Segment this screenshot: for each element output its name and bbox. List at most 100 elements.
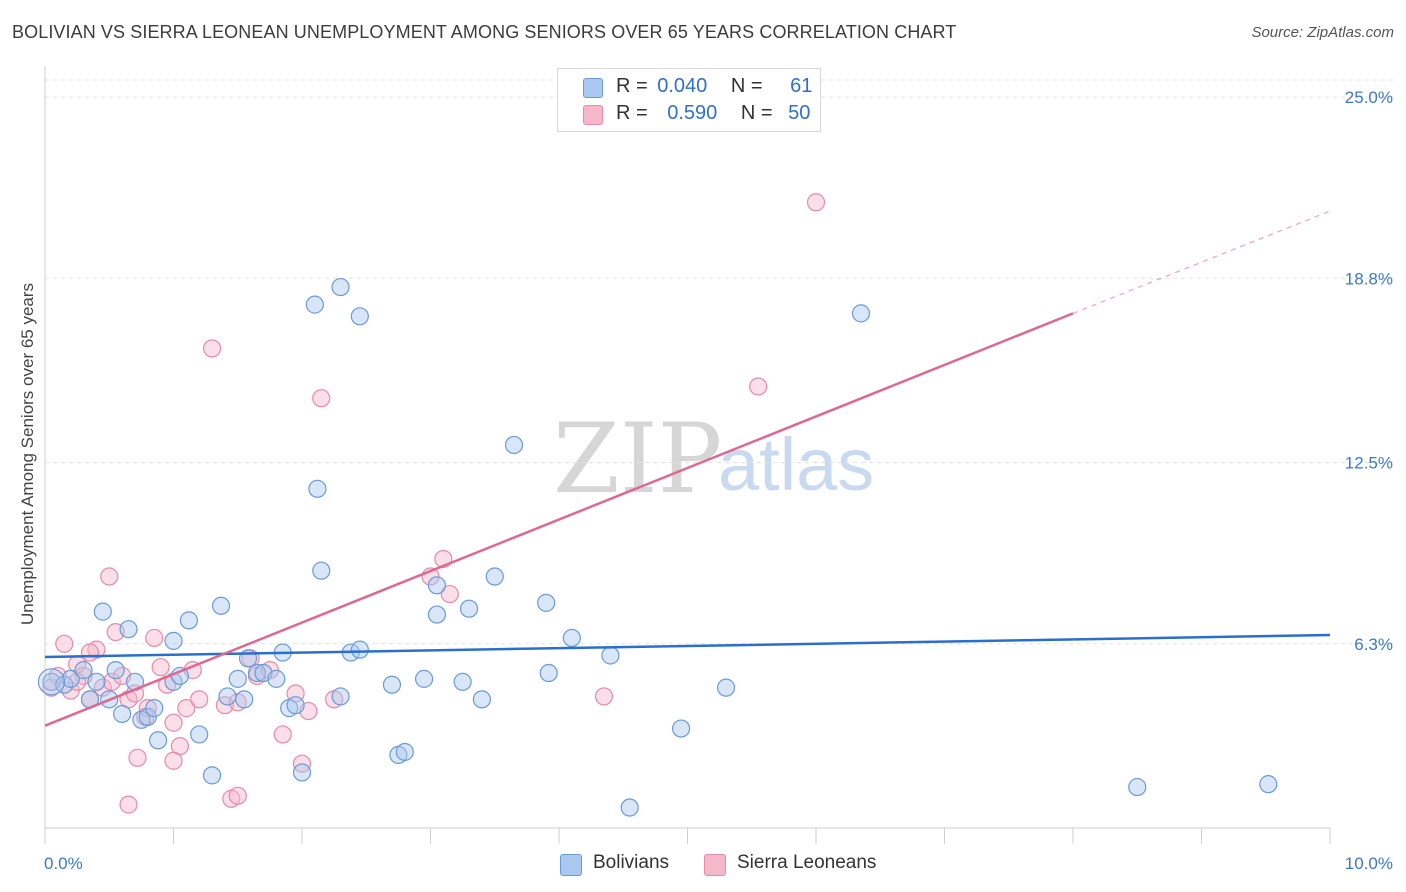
legend-r-value: 0.590 xyxy=(667,102,718,124)
sierra-leonean-point xyxy=(190,690,209,709)
sierra-leonean-point xyxy=(119,795,138,814)
chart-title: BOLIVIAN VS SIERRA LEONEAN UNEMPLOYMENT … xyxy=(12,22,957,42)
bolivian-point xyxy=(331,277,350,297)
bolivian-point xyxy=(427,605,447,624)
sierra-leonean-point xyxy=(440,584,459,604)
sierra-leonean-point xyxy=(164,713,183,732)
bolivian-point xyxy=(93,602,112,621)
legend-swatch-blue xyxy=(583,78,603,98)
bolivian-cluster-point xyxy=(37,668,66,696)
x-tick-label-max: 10.0% xyxy=(1345,854,1393,873)
watermark-atlas: atlas xyxy=(718,423,874,506)
bolivian-point xyxy=(851,304,871,323)
bolivian-point xyxy=(601,646,620,665)
sierra-leonean-point xyxy=(151,658,170,677)
watermark: ZIP atlas xyxy=(553,403,874,515)
sierra-leonean-point xyxy=(145,628,164,648)
sierra-leonean-point xyxy=(102,672,121,691)
sierra-leonean-point xyxy=(128,748,147,767)
bolivian-point xyxy=(504,435,524,455)
gridlines xyxy=(45,79,1393,645)
bolivian-point xyxy=(106,661,125,680)
bolivian-points xyxy=(37,277,1278,817)
bolivian-point xyxy=(485,567,504,586)
bolivian-point xyxy=(539,663,558,683)
sierra-leonean-point xyxy=(806,193,826,212)
bolivian-point xyxy=(228,669,247,688)
bolivian-point xyxy=(148,731,168,750)
bolivian-point xyxy=(1259,775,1278,794)
bolivian-point xyxy=(350,640,369,659)
bolivian-point xyxy=(308,479,327,498)
axes xyxy=(44,66,1331,844)
bolivian-point xyxy=(74,661,93,680)
legend-r-label: R = xyxy=(616,102,648,124)
sierra-leonean-point xyxy=(202,339,222,358)
bolivian-point xyxy=(247,663,267,683)
bolivian-point xyxy=(164,631,183,650)
bolivian-point xyxy=(61,669,80,688)
bolivian-point xyxy=(382,675,402,694)
bottom-legend-swatch-blue xyxy=(560,854,582,876)
sierra-leonean-trend-line xyxy=(44,312,1074,727)
legend-row-bolivians: R = 0.040 N = 61 xyxy=(558,74,820,100)
bolivian-point xyxy=(414,669,434,688)
bolivian-point xyxy=(537,593,556,612)
sierra-leonean-point xyxy=(164,751,183,770)
bolivian-point xyxy=(350,307,369,326)
bolivian-point xyxy=(331,687,350,706)
bolivian-point xyxy=(395,742,414,762)
sierra-leonean-point xyxy=(273,725,292,744)
bolivian-point xyxy=(112,704,132,724)
y-tick-label: 25.0% xyxy=(1345,88,1393,107)
bolivian-point xyxy=(1128,777,1147,797)
sierra-leonean-point xyxy=(228,786,247,805)
sierra-leonean-point xyxy=(55,634,74,653)
bolivian-point xyxy=(459,599,479,618)
sierra-leonean-point xyxy=(100,567,119,586)
legend-r-value: 0.040 xyxy=(657,75,708,97)
bolivian-point xyxy=(218,687,237,706)
correlation-legend: R = 0.040 N = 61 R = 0.590 N = 50 xyxy=(557,68,821,132)
y-axis-title: Unemployment Among Seniors over 65 years xyxy=(18,283,37,625)
trend-lines xyxy=(44,210,1331,727)
bolivian-point xyxy=(312,561,331,580)
bolivian-trend-line xyxy=(44,633,1331,659)
bolivian-point xyxy=(145,699,164,718)
bolivian-point xyxy=(716,678,736,697)
bolivian-point xyxy=(427,576,447,595)
sierra-leonean-point xyxy=(749,377,768,396)
bolivian-point xyxy=(472,690,491,709)
bolivian-point xyxy=(267,669,286,688)
y-tick-label: 12.5% xyxy=(1345,454,1393,473)
bolivian-point xyxy=(179,611,199,630)
bolivian-point xyxy=(211,596,231,615)
sierra-leonean-trend-extension xyxy=(1072,210,1331,314)
sierra-leonean-point xyxy=(312,389,331,408)
bolivian-point xyxy=(671,719,691,738)
bolivian-point xyxy=(453,672,472,691)
sierra-leonean-point xyxy=(177,699,196,718)
y-tick-label: 18.8% xyxy=(1345,269,1393,288)
y-tick-label: 6.3% xyxy=(1354,635,1393,654)
bolivian-point xyxy=(286,696,305,715)
bolivian-point xyxy=(190,725,209,744)
bottom-legend-label: Sierra Leoneans xyxy=(737,852,877,873)
legend-row-sierra-leoneans: R = 0.590 N = 50 xyxy=(558,101,820,127)
sierra-leonean-point xyxy=(594,687,614,706)
legend-swatch-pink xyxy=(583,105,603,125)
bolivian-point xyxy=(202,766,222,785)
legend-n-value: 50 xyxy=(788,102,811,124)
bolivian-point xyxy=(87,672,106,691)
bolivian-point xyxy=(235,690,254,709)
axis-labels: 6.3% 12.5% 18.8% 25.0% 0.0% 10.0% Unemployment… xyxy=(18,88,1393,873)
bolivian-point xyxy=(620,798,639,817)
source-label: Source: ZipAtlas.com xyxy=(1251,24,1394,41)
watermark-zip: ZIP xyxy=(553,403,722,515)
legend-n-value: 61 xyxy=(790,75,813,97)
sierra-leonean-point xyxy=(80,643,100,662)
legend-r-label: R = xyxy=(616,75,648,97)
bolivian-point xyxy=(119,620,138,639)
x-tick-label-min: 0.0% xyxy=(44,854,83,873)
